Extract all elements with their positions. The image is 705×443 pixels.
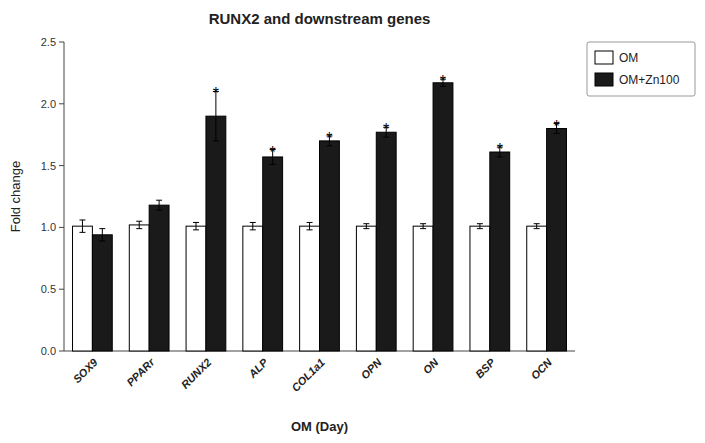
bar bbox=[490, 152, 510, 351]
bar bbox=[243, 226, 263, 351]
y-tick bbox=[59, 103, 64, 104]
legend: OM OM+Zn100 bbox=[587, 42, 695, 96]
bar bbox=[73, 226, 93, 351]
x-tick-label: BSP bbox=[473, 356, 498, 381]
significance-star: * bbox=[553, 118, 559, 135]
bar bbox=[92, 235, 112, 351]
x-tick-label: COL1a1 bbox=[289, 356, 327, 394]
error-bar bbox=[250, 222, 256, 229]
y-axis bbox=[64, 42, 65, 351]
bar bbox=[320, 141, 340, 351]
x-tick-label: PPARr bbox=[124, 355, 157, 388]
bar bbox=[263, 157, 283, 351]
y-axis-label: Fold change bbox=[8, 161, 23, 233]
bar bbox=[547, 129, 567, 351]
y-tick-label: 2.0 bbox=[41, 98, 56, 110]
y-tick-label: 2.5 bbox=[41, 36, 56, 48]
y-tick-label: 0.0 bbox=[41, 345, 56, 357]
x-tick-label: ON bbox=[420, 355, 441, 376]
significance-star: * bbox=[270, 144, 276, 161]
legend-swatch bbox=[595, 73, 613, 86]
significance-star: * bbox=[497, 141, 503, 158]
error-bar bbox=[477, 224, 483, 229]
bar bbox=[356, 226, 376, 351]
error-bar bbox=[307, 222, 313, 229]
bar bbox=[413, 226, 433, 351]
legend-label: OM+Zn100 bbox=[619, 73, 680, 87]
bar bbox=[527, 226, 547, 351]
bar bbox=[206, 116, 226, 351]
error-bar bbox=[99, 229, 105, 241]
error-bar bbox=[363, 224, 369, 229]
significance-star: * bbox=[440, 73, 446, 90]
x-tick-label: SOX9 bbox=[71, 355, 101, 385]
error-bar bbox=[79, 220, 85, 232]
y-tick bbox=[59, 165, 64, 166]
bar bbox=[376, 132, 396, 351]
error-bar bbox=[534, 224, 540, 229]
bar bbox=[470, 226, 490, 351]
y-tick-label: 0.5 bbox=[41, 283, 56, 295]
legend-label: OM bbox=[619, 51, 638, 65]
legend-frame bbox=[587, 42, 695, 96]
bar bbox=[433, 83, 453, 351]
y-tick bbox=[59, 42, 64, 43]
y-tick bbox=[59, 227, 64, 228]
x-tick-label: OPN bbox=[358, 355, 384, 381]
x-tick-label: RUNX2 bbox=[179, 356, 214, 391]
y-tick bbox=[59, 289, 64, 290]
y-tick bbox=[59, 351, 64, 352]
y-tick-label: 1.5 bbox=[41, 160, 56, 172]
x-tick-label: ALP bbox=[245, 356, 270, 381]
significance-star: * bbox=[326, 130, 332, 147]
x-tick-label: OCN bbox=[528, 355, 555, 382]
y-tick-label: 1.0 bbox=[41, 221, 56, 233]
error-bar bbox=[420, 224, 426, 229]
error-bar bbox=[136, 221, 142, 228]
legend-swatch bbox=[595, 51, 613, 64]
bar bbox=[300, 226, 320, 351]
significance-star: * bbox=[213, 85, 219, 102]
bar bbox=[149, 205, 169, 351]
title: RUNX2 and downstream genes bbox=[209, 10, 431, 27]
bar bbox=[129, 225, 149, 351]
significance-star: * bbox=[383, 121, 389, 138]
error-bar bbox=[156, 200, 162, 210]
error-bar bbox=[193, 222, 199, 229]
bar bbox=[186, 226, 206, 351]
x-axis-label: OM (Day) bbox=[291, 419, 348, 434]
